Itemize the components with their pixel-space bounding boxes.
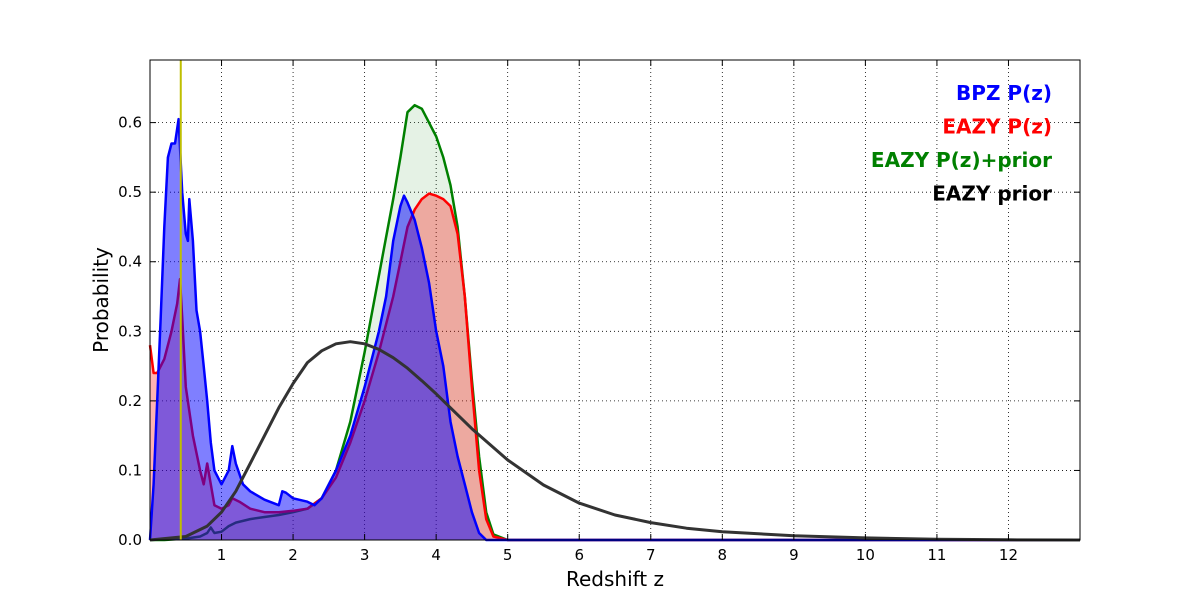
x-tick-label: 6 <box>574 546 584 564</box>
legend-entry: EAZY prior <box>932 182 1052 206</box>
eazy-prior-line <box>149 340 1081 542</box>
bpz-p-z-line <box>148 117 1080 542</box>
y-axis-label: Probability <box>89 247 113 353</box>
legend: BPZ P(z) EAZY P(z) EAZY P(z)+prior EAZY pri… <box>871 81 1052 206</box>
legend-entry: EAZY P(z)+prior <box>871 148 1052 172</box>
bpz-p-z-area <box>150 119 1080 540</box>
x-tick-label: 10 <box>856 546 875 564</box>
x-tick-label: 8 <box>718 546 728 564</box>
x-tick-label: 11 <box>927 546 946 564</box>
y-tick-label: 0.1 <box>118 461 142 479</box>
plot-frame <box>149 59 1081 541</box>
y-tick-label: 0.4 <box>118 253 142 271</box>
x-tick-label: 3 <box>360 546 370 564</box>
x-tick-label: 1 <box>217 546 227 564</box>
series-layer <box>148 103 1081 542</box>
ticks: 1 2 3 4 5 6 7 8 9 10 11 120.00.10.20.30.40.50.6 <box>118 60 1080 564</box>
x-tick-label: 2 <box>288 546 298 564</box>
y-tick-label: 0.6 <box>118 114 142 132</box>
legend-entry: EAZY P(z) <box>942 115 1052 139</box>
y-tick-label: 0.2 <box>118 392 142 410</box>
y-tick-label: 0.0 <box>118 531 142 549</box>
x-tick-label: 9 <box>789 546 799 564</box>
x-tick-label: 4 <box>431 546 441 564</box>
x-tick-label: 7 <box>646 546 656 564</box>
grid <box>150 60 1080 540</box>
x-tick-label: 5 <box>503 546 513 564</box>
legend-entry: BPZ P(z) <box>956 81 1052 105</box>
y-tick-label: 0.3 <box>118 322 142 340</box>
x-axis-label: Redshift z <box>566 567 664 591</box>
y-tick-label: 0.5 <box>118 183 142 201</box>
x-tick-label: 12 <box>999 546 1018 564</box>
